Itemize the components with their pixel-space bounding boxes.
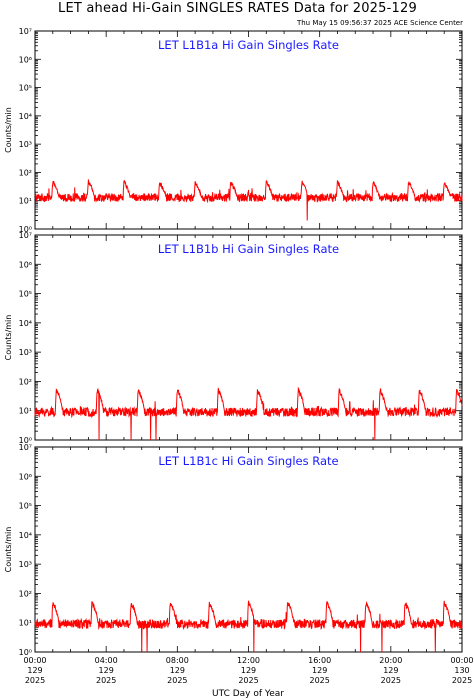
y-tick-label: 10⁰ [19, 436, 32, 445]
y-tick-label: 10³ [19, 560, 32, 569]
x-tick-label: 130 [454, 666, 469, 675]
y-tick-label: 10² [19, 168, 32, 177]
x-tick-label: 08:00 [166, 656, 189, 665]
x-tick-label: 2025 [25, 676, 45, 685]
x-tick-label: 129 [27, 666, 42, 675]
x-tick-label: 129 [383, 666, 398, 675]
x-tick-label: 2025 [309, 676, 329, 685]
x-tick-label: 2025 [452, 676, 472, 685]
y-tick-label: 10⁷ [19, 27, 32, 36]
y-tick-label: 10⁶ [19, 472, 32, 481]
x-tick-label: 16:00 [308, 656, 331, 665]
x-tick-label: 129 [170, 666, 185, 675]
series-line [34, 386, 463, 441]
x-tick-label: 129 [241, 666, 256, 675]
y-tick-label: 10⁰ [19, 648, 32, 657]
y-tick-label: 10⁶ [19, 55, 32, 64]
page-title: LET ahead Hi-Gain SINGLES RATES Data for… [58, 1, 417, 16]
y-tick-label: 10² [19, 589, 32, 598]
y-tick-label: 10⁵ [19, 290, 32, 299]
chart-panels: 10⁰ 10¹ 10² 10³ 10⁴ 10⁵ 10⁶ 10⁷ LET L1B1a Hi Gai… [4, 27, 474, 685]
x-tick-label: 04:00 [95, 656, 118, 665]
y-tick-label: 10¹ [19, 197, 32, 206]
y-tick-label: 10³ [19, 140, 32, 149]
y-tick-label: 10⁷ [19, 443, 32, 452]
x-tick-label: 2025 [381, 676, 401, 685]
panel-title: LET L1B1b Hi Gain Singles Rate [158, 242, 339, 256]
y-tick-label: 10⁴ [19, 319, 32, 328]
x-tick-label: 00:00 [23, 656, 46, 665]
y-tick-label: 10⁵ [19, 84, 32, 93]
y-tick-label: 10³ [19, 348, 32, 357]
y-tick-label: 10⁷ [19, 231, 32, 240]
x-tick-label: 12:00 [237, 656, 260, 665]
y-tick-label: 10⁵ [19, 502, 32, 511]
y-tick-label: 10⁶ [19, 260, 32, 269]
x-axis-label: UTC Day of Year [212, 689, 284, 699]
x-tick-label: 2025 [96, 676, 116, 685]
x-tick-label: 129 [99, 666, 114, 675]
y-axis-label: Counts/min [4, 107, 13, 153]
x-tick-label: 2025 [167, 676, 187, 685]
series-line [34, 600, 463, 653]
y-tick-label: 10⁴ [19, 531, 32, 540]
series-line [34, 178, 463, 221]
y-axis-label: Counts/min [4, 527, 13, 573]
panel-title: LET L1B1a Hi Gain Singles Rate [158, 38, 339, 52]
y-axis-label: Counts/min [4, 315, 13, 361]
x-tick-label: 20:00 [379, 656, 402, 665]
x-tick-label: 2025 [238, 676, 258, 685]
y-tick-label: 10² [19, 377, 32, 386]
y-tick-label: 10⁴ [19, 112, 32, 121]
x-tick-label: 00:00 [450, 656, 473, 665]
panel-title: LET L1B1c Hi Gain Singles Rate [158, 454, 338, 468]
x-tick-label: 129 [312, 666, 327, 675]
timestamp: Thu May 15 09:56:37 2025 ACE Science Cen… [296, 19, 463, 27]
y-tick-label: 10¹ [19, 619, 32, 628]
y-tick-label: 10¹ [19, 407, 32, 416]
y-tick-label: 10⁰ [19, 225, 32, 234]
